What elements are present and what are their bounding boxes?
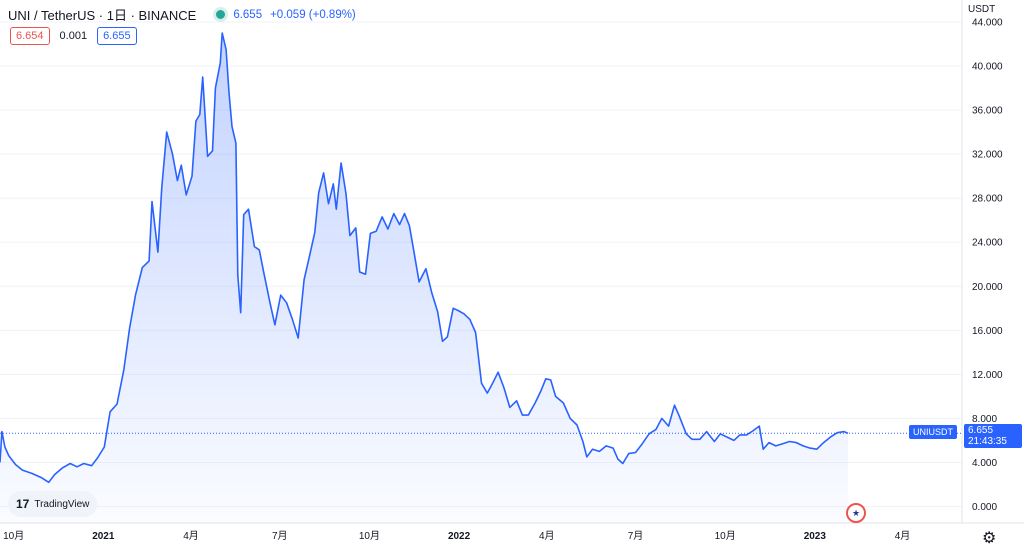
x-tick-label: 10月 xyxy=(359,530,380,542)
sell-button[interactable]: 6.654 xyxy=(10,27,50,45)
x-tick-label: 4月 xyxy=(895,530,911,542)
y-tick-label: 28.000 xyxy=(972,194,1003,205)
y-tick-label: 20.000 xyxy=(972,282,1003,293)
symbol-title[interactable]: UNI / TetherUS · 1日 · BINANCE xyxy=(8,8,197,23)
last-price: 6.655 xyxy=(233,8,263,21)
tradingview-logo-icon: 17 xyxy=(16,497,30,511)
currency-unit[interactable]: USDT xyxy=(968,4,996,15)
x-tick-label: 2023 xyxy=(804,531,827,542)
price-line xyxy=(0,32,849,484)
y-tick-label: 24.000 xyxy=(972,238,1003,249)
x-tick-label: 2022 xyxy=(448,531,471,542)
market-status-icon xyxy=(216,10,226,19)
x-tick-label: 2021 xyxy=(92,531,115,542)
spread-value: 0.001 xyxy=(59,30,88,42)
symbol-header: UNI / TetherUS · 1日 · BINANCE 6.655 +0.0… xyxy=(8,5,356,24)
quote-boxes: 6.654 0.001 6.655 xyxy=(10,27,137,45)
last-price-tag: 6.655 21:43:35 xyxy=(964,424,1022,448)
x-tick-label: 10月 xyxy=(3,530,24,542)
y-tick-label: 4.000 xyxy=(972,458,997,469)
tradingview-logo[interactable]: 17 TradingView xyxy=(8,491,98,517)
y-tick-label: 16.000 xyxy=(972,326,1003,337)
gear-icon[interactable]: ⚙ xyxy=(982,530,997,547)
y-tick-label: 44.000 xyxy=(972,18,1003,29)
y-tick-label: 0.000 xyxy=(972,502,997,513)
y-tick-label: 40.000 xyxy=(972,62,1003,73)
tradingview-logo-text: TradingView xyxy=(34,498,90,510)
x-tick-label: 4月 xyxy=(183,530,199,542)
price-change: +0.059 (+0.89%) xyxy=(270,8,356,21)
x-tick-label: 7月 xyxy=(628,530,644,542)
x-tick-label: 10月 xyxy=(715,530,736,542)
x-tick-label: 7月 xyxy=(272,530,288,542)
x-tick-label: 4月 xyxy=(539,530,555,542)
price-area-fill xyxy=(0,33,848,523)
y-tick-label: 12.000 xyxy=(972,370,1003,381)
symbol-tag: UNIUSDT xyxy=(909,425,957,439)
last-price-tag-value: 6.655 xyxy=(968,425,994,436)
countdown-timer: 21:43:35 xyxy=(968,436,1007,447)
price-axis: 44.000 40.000 36.000 32.000 28.000 24.000 20.0… xyxy=(972,18,1003,513)
buy-button[interactable]: 6.655 xyxy=(97,27,137,45)
y-tick-label: 32.000 xyxy=(972,150,1003,161)
time-axis: 10月 2021 4月 7月 10月 2022 4月 7月 10月 2023 4月 xyxy=(3,530,910,542)
us-flag-event-icon[interactable]: ★ xyxy=(846,503,866,523)
y-tick-label: 36.000 xyxy=(972,106,1003,117)
y-tick-label: 8.000 xyxy=(972,414,997,425)
